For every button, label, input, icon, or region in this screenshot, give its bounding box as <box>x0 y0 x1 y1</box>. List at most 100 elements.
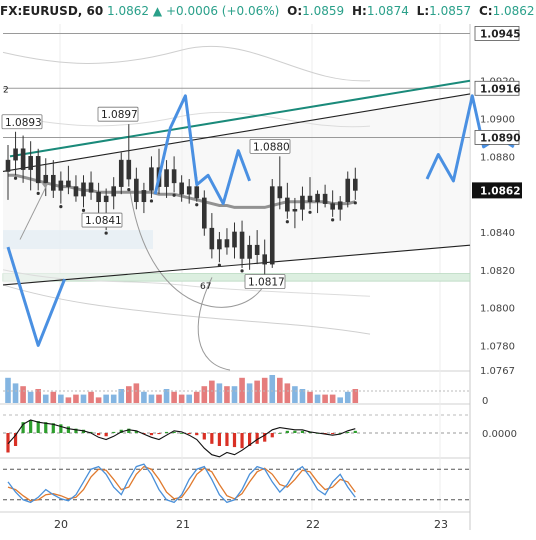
close-label: C: <box>478 4 493 18</box>
candle-body <box>118 159 124 187</box>
macd-histogram-bar <box>81 429 86 433</box>
open-label: O: <box>287 4 303 18</box>
candle-body <box>149 167 154 191</box>
volume-bar <box>299 389 306 403</box>
price-callout-box <box>244 274 286 289</box>
candle-body <box>239 231 245 259</box>
macd-histogram-bar <box>217 433 221 446</box>
price-axis-tick: 1.0767 <box>480 366 515 377</box>
volume-bar <box>65 397 72 403</box>
channel-lower-line <box>2 244 471 286</box>
macd-histogram-bar <box>29 420 33 433</box>
macd-histogram-bar <box>157 433 161 435</box>
macd-histogram-bar <box>97 433 101 436</box>
macd-histogram-bar <box>134 430 138 433</box>
price-callout-box <box>81 212 123 228</box>
volume-bar <box>344 391 351 403</box>
volume-bar <box>12 383 19 403</box>
candle-body <box>352 178 358 191</box>
volume-bar <box>209 380 215 403</box>
price-axis-tick: 1.0820 <box>480 266 515 277</box>
volume-bar <box>329 394 336 403</box>
macd-histogram-bar <box>6 433 10 453</box>
candle-body <box>164 169 169 187</box>
macd-histogram-bar <box>293 430 297 433</box>
pivot-dot <box>240 269 244 273</box>
price-axis-box <box>474 80 520 96</box>
macd-histogram-bar <box>112 431 116 433</box>
pivot-dot <box>149 199 154 203</box>
price-callout-label: 1.0897 <box>101 109 138 121</box>
candle-body <box>73 186 79 197</box>
volume-bar <box>103 394 109 403</box>
candle-body <box>307 195 313 203</box>
macd-histogram-bar <box>353 430 357 433</box>
candle-body <box>35 156 41 184</box>
candle-body <box>292 208 298 212</box>
forecast-path-left <box>6 246 66 347</box>
pivot-dot <box>195 203 199 207</box>
candle-body <box>5 159 11 172</box>
price-axis-tick: 1.0916 <box>480 83 521 95</box>
volume-bar <box>42 394 49 403</box>
price-axis-tick: 1.0800 <box>480 304 515 315</box>
macd-histogram-bar <box>66 426 70 433</box>
price-callout-label: 1.0880 <box>253 141 290 153</box>
price-change: +0.0006 (+0.06%) <box>165 4 280 18</box>
volume-bar <box>5 377 11 403</box>
volume-bar <box>163 389 170 403</box>
volume-bar <box>95 397 102 403</box>
volume-bar <box>239 377 245 403</box>
candle-body <box>194 186 200 199</box>
price-axis-tick: 1.0945 <box>480 28 521 40</box>
envelope-upper <box>2 45 371 82</box>
macd-histogram-bar <box>202 433 206 440</box>
price-callout-box <box>97 106 139 122</box>
candle-body <box>134 178 139 203</box>
volume-bar <box>193 391 200 403</box>
candle-body <box>285 197 290 212</box>
macd-histogram-bar <box>187 433 191 435</box>
macd-histogram-bar <box>104 433 108 437</box>
pivot-dot <box>331 218 335 222</box>
pivot-dot <box>81 208 86 212</box>
candle-body <box>103 195 109 203</box>
trend-line-teal <box>9 79 471 158</box>
current-price-box <box>472 182 522 199</box>
macd-histogram-bar <box>195 433 199 436</box>
low-value: 1.0857 <box>429 4 472 18</box>
candle-body <box>345 178 351 203</box>
envelope-upper-inner <box>2 111 371 128</box>
envelope-lower <box>2 284 371 335</box>
candle-body <box>262 254 268 265</box>
low-label: L: <box>416 4 430 18</box>
pivot-dot <box>13 176 18 180</box>
macd-histogram-bar <box>210 433 214 444</box>
channel-fill <box>3 93 470 285</box>
price-axis-tick: 1.0880 <box>480 152 515 163</box>
close-value: 1.0862 <box>492 4 535 18</box>
symbol-name: FX:EURUSD, 60 <box>0 4 104 18</box>
candle-body <box>28 156 33 170</box>
price-callout-label: 1.0841 <box>85 215 122 227</box>
volume-bar <box>50 391 57 403</box>
price-axis-box <box>474 26 520 41</box>
pivot-dot <box>172 193 176 197</box>
candle-body <box>300 195 305 210</box>
pivot-dot <box>308 210 312 214</box>
candle-body <box>269 186 275 265</box>
volume-bar <box>58 394 64 403</box>
macd-histogram-bar <box>270 433 274 438</box>
volume-bar <box>322 394 328 403</box>
candle-body <box>315 193 320 203</box>
candle-body <box>81 182 86 197</box>
price-callout-label: 1.0893 <box>5 117 42 129</box>
volume-bar <box>27 391 34 403</box>
volume-bar <box>148 394 155 403</box>
macd-histogram-bar <box>74 428 78 433</box>
macd-axis-tick: 0.0000 <box>482 429 517 440</box>
volume-bar <box>352 389 359 403</box>
candle-body <box>224 239 230 248</box>
volume-bar <box>201 386 208 403</box>
